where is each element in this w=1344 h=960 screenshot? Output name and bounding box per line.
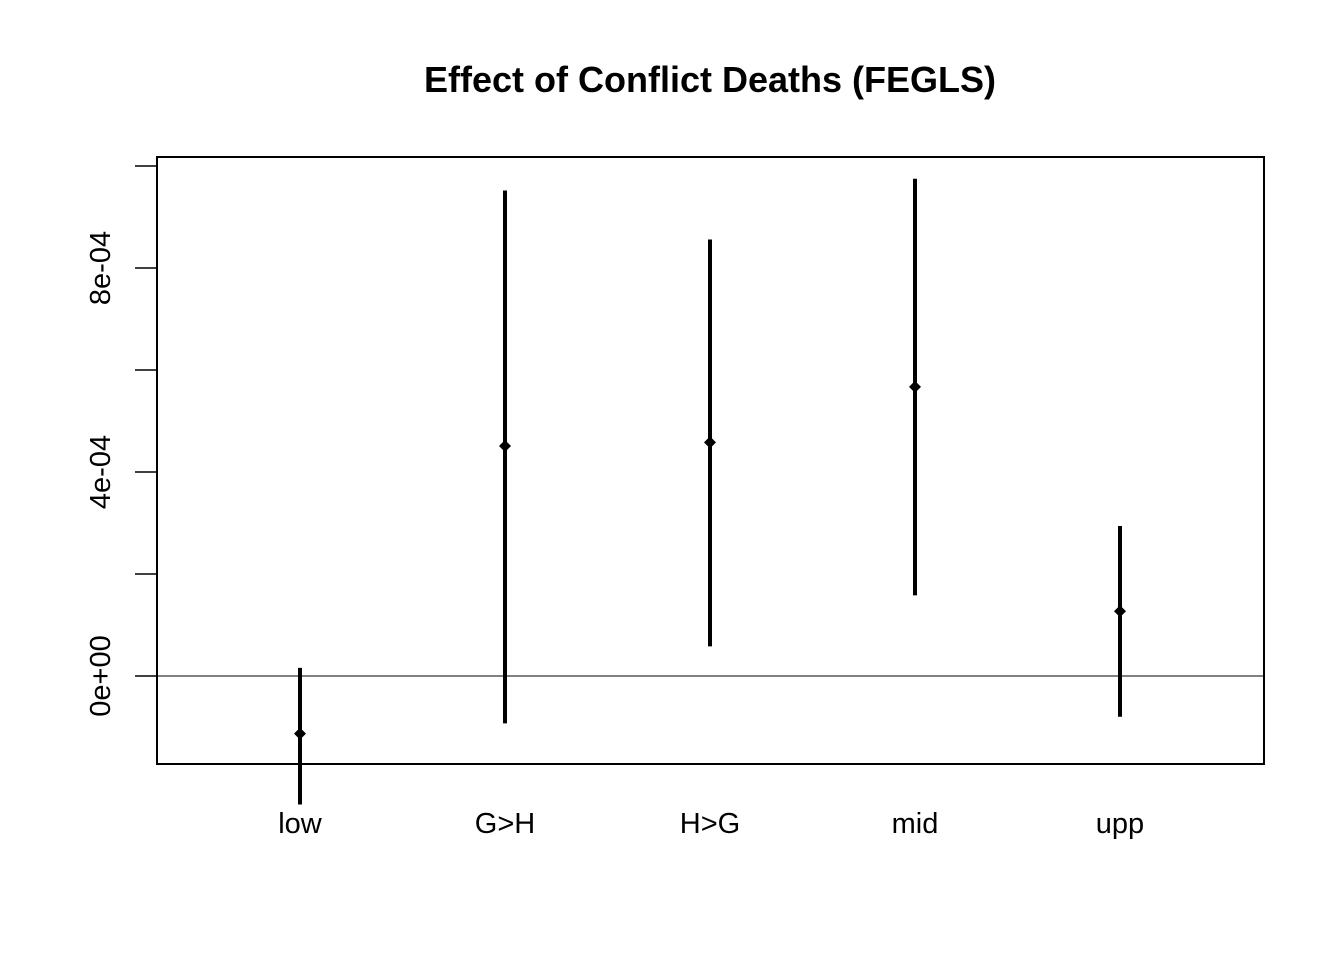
- y-tick-label: 8e-04: [85, 231, 117, 305]
- x-tick-label: G>H: [475, 808, 535, 840]
- point-estimate: [294, 727, 306, 740]
- x-tick-label: H>G: [680, 808, 740, 840]
- chart-title: Effect of Conflict Deaths (FEGLS): [424, 59, 996, 100]
- x-axis: low G>H H>G mid upp: [278, 808, 1144, 840]
- y-axis: 0e+00 4e-04 8e-04: [85, 165, 158, 717]
- y-tick-label: 0e+00: [85, 635, 117, 716]
- point-estimate: [909, 380, 921, 393]
- point-estimate: [499, 439, 511, 452]
- y-tick-label: 4e-04: [85, 435, 117, 509]
- x-tick-label: low: [278, 808, 323, 840]
- point-estimate: [704, 436, 716, 449]
- error-bars: [294, 178, 1126, 805]
- x-tick-label: upp: [1096, 808, 1144, 840]
- point-estimate: [1114, 605, 1126, 618]
- x-tick-label: mid: [892, 808, 939, 840]
